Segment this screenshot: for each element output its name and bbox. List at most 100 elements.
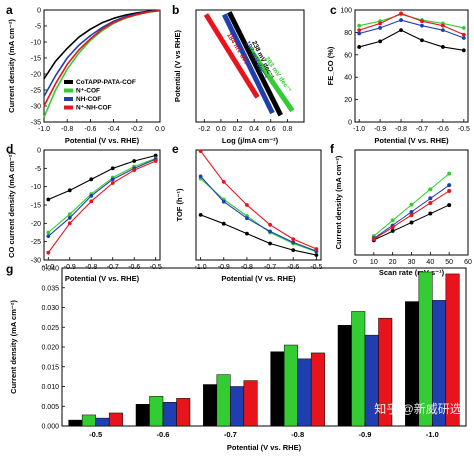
panel-c-ytick-label: 40	[344, 75, 352, 82]
panel-c-series-2-point	[440, 28, 445, 33]
panel-c-series-1-point	[357, 23, 362, 28]
panel-f-xtick-label: 60	[464, 259, 472, 266]
panel-e-series-2-point	[221, 199, 226, 204]
legend-1-label: N⁺-COF	[76, 88, 100, 95]
panel-a-xtick-label: -0.8	[61, 126, 73, 133]
panel-d-ytick-label: -10	[31, 184, 41, 191]
panel-f-series-3-point	[428, 201, 433, 206]
panel-d-series-1-point	[46, 230, 51, 235]
panel-c-xtick-label: -0.9	[374, 126, 386, 133]
panel-c-letter: c	[330, 3, 337, 17]
panel-g-ytick-label: 0.030	[41, 305, 59, 312]
panel-e-series-0-point	[291, 248, 296, 253]
panel-g-xtick-label: -0.6	[157, 430, 170, 439]
panel-g-bar	[337, 325, 352, 427]
panel-f-series-0-point	[390, 228, 395, 233]
panel-f-series-1-point	[390, 218, 395, 223]
panel-b-xtick-label: 0.6	[266, 126, 276, 133]
panel-d-series-0-point	[110, 166, 115, 171]
panel-f-letter: f	[330, 142, 335, 156]
panel-g-xtick-label: -0.7	[224, 430, 237, 439]
panel-c-series-3-line	[359, 12, 465, 36]
panel-c-series-0-line	[359, 29, 464, 51]
panel-e-series-0-point	[245, 231, 249, 236]
panel-g-bar	[135, 404, 150, 427]
panel-g-bar	[68, 419, 83, 427]
legend-3-swatch	[64, 105, 73, 110]
panel-d-series-3-line	[47, 160, 156, 253]
legend-0-label: CoTAPP-PATA-COF	[76, 79, 136, 86]
panel-d-letter: d	[6, 142, 13, 156]
panel-e-series-3-point	[221, 180, 226, 184]
panel-d-ytick-label: -5	[35, 166, 41, 173]
panel-g-ytick-label: 0.025	[41, 325, 59, 332]
panel-g-ytick-label: 0.000	[41, 424, 59, 431]
panel-f-series-0-point	[447, 203, 452, 208]
panel-d-ytick-label: -25	[31, 239, 41, 246]
panel-a-ytick-label: -15	[31, 56, 41, 63]
panel-c-series-3-point	[399, 11, 403, 16]
panel-g-ytick-label: 0.035	[41, 285, 59, 292]
panel-f-ylabel: Current density (mA cm⁻²)	[334, 155, 343, 249]
panel-e-series-3-point	[314, 247, 319, 251]
panel-d-xtick-label: -1.0	[42, 264, 54, 271]
panel-f-series-2-point	[428, 196, 433, 201]
panel-f-xtick-label: 0	[353, 259, 357, 266]
panel-a-xtick-label: -0.6	[84, 126, 96, 133]
panel-b-ylabel: Potential (V vs RHE)	[173, 29, 182, 102]
panel-c-series-0-point	[420, 38, 424, 43]
panel-d-series-0-line	[48, 154, 156, 201]
panel-f-series-3-point	[447, 188, 452, 193]
panel-g-ytick-label: 0.020	[41, 345, 59, 352]
panel-c-xlabel: Potential (V vs. RHE)	[374, 136, 449, 145]
panel-e-frame	[195, 149, 322, 261]
panel-d-series-3-point	[153, 159, 158, 163]
panel-e-series-2-point	[291, 240, 296, 245]
panel-d-series-2-line	[47, 158, 156, 237]
panel-b-xtick-label: 0.4	[249, 126, 259, 133]
panel-c-xtick-label: -0.6	[437, 126, 449, 133]
panel-a-xtick-label: -1.0	[38, 126, 50, 133]
panel-e-series-0-point	[314, 253, 319, 257]
panel-f-xtick-label: 40	[426, 259, 434, 266]
panel-c-ytick-label: 80	[344, 30, 352, 37]
panel-g-xtick-label: -0.8	[291, 430, 304, 439]
panel-f-series-0-point	[409, 220, 414, 225]
panel-d-series-3-point	[67, 221, 72, 226]
panel-f-xtick-label: 30	[408, 259, 416, 266]
legend-1-swatch	[64, 88, 73, 93]
panel-a-ytick-label: -20	[31, 72, 41, 79]
panel-b-xtick-label: 0.0	[216, 126, 226, 133]
panel-d-series-3-point	[46, 250, 51, 255]
panel-a-series-3-line	[43, 9, 161, 107]
panel-c-ytick-label: 60	[344, 52, 352, 59]
panel-e-series-3-point	[268, 222, 272, 227]
panel-e-xlabel: Potential (V vs. RHE)	[221, 274, 296, 283]
panel-g-bar	[351, 311, 366, 427]
panel-c-xtick-label: -0.8	[395, 126, 407, 133]
panel-g-bar	[203, 384, 218, 427]
legend-2-swatch	[64, 97, 73, 101]
panel-b-xlabel: Log (j/mA cm⁻²)	[222, 136, 279, 145]
panel-g-bar	[81, 414, 96, 427]
panel-g-ytick-label: 0.005	[41, 404, 59, 411]
panel-d-ytick-label: -20	[31, 221, 41, 228]
panel-c-series-3-point	[357, 28, 362, 33]
legend-3-label: N⁺-NH-COF	[76, 105, 112, 112]
panel-d-series-2-point	[89, 193, 94, 198]
panel-g-bar	[243, 380, 258, 427]
panel-b-xtick-label: 0.2	[233, 126, 243, 133]
panel-c-series-0-point	[357, 45, 362, 49]
panel-g-xtick-label: -0.9	[359, 430, 372, 439]
panel-e-series-2-point	[198, 174, 203, 179]
panel-c-series-3-point	[440, 23, 445, 28]
panel-g-bar	[162, 402, 177, 427]
panel-c-ylabel: FE_CO (%)	[326, 46, 335, 85]
panel-c-frame	[354, 9, 469, 123]
panel-e-series-2-point	[245, 216, 249, 221]
panel-d-series-0-point	[89, 177, 94, 182]
panel-f-xtick-label: 50	[445, 259, 453, 266]
panel-c-series-0-point	[461, 48, 466, 53]
panel-c-ytick-label: 20	[344, 97, 352, 104]
